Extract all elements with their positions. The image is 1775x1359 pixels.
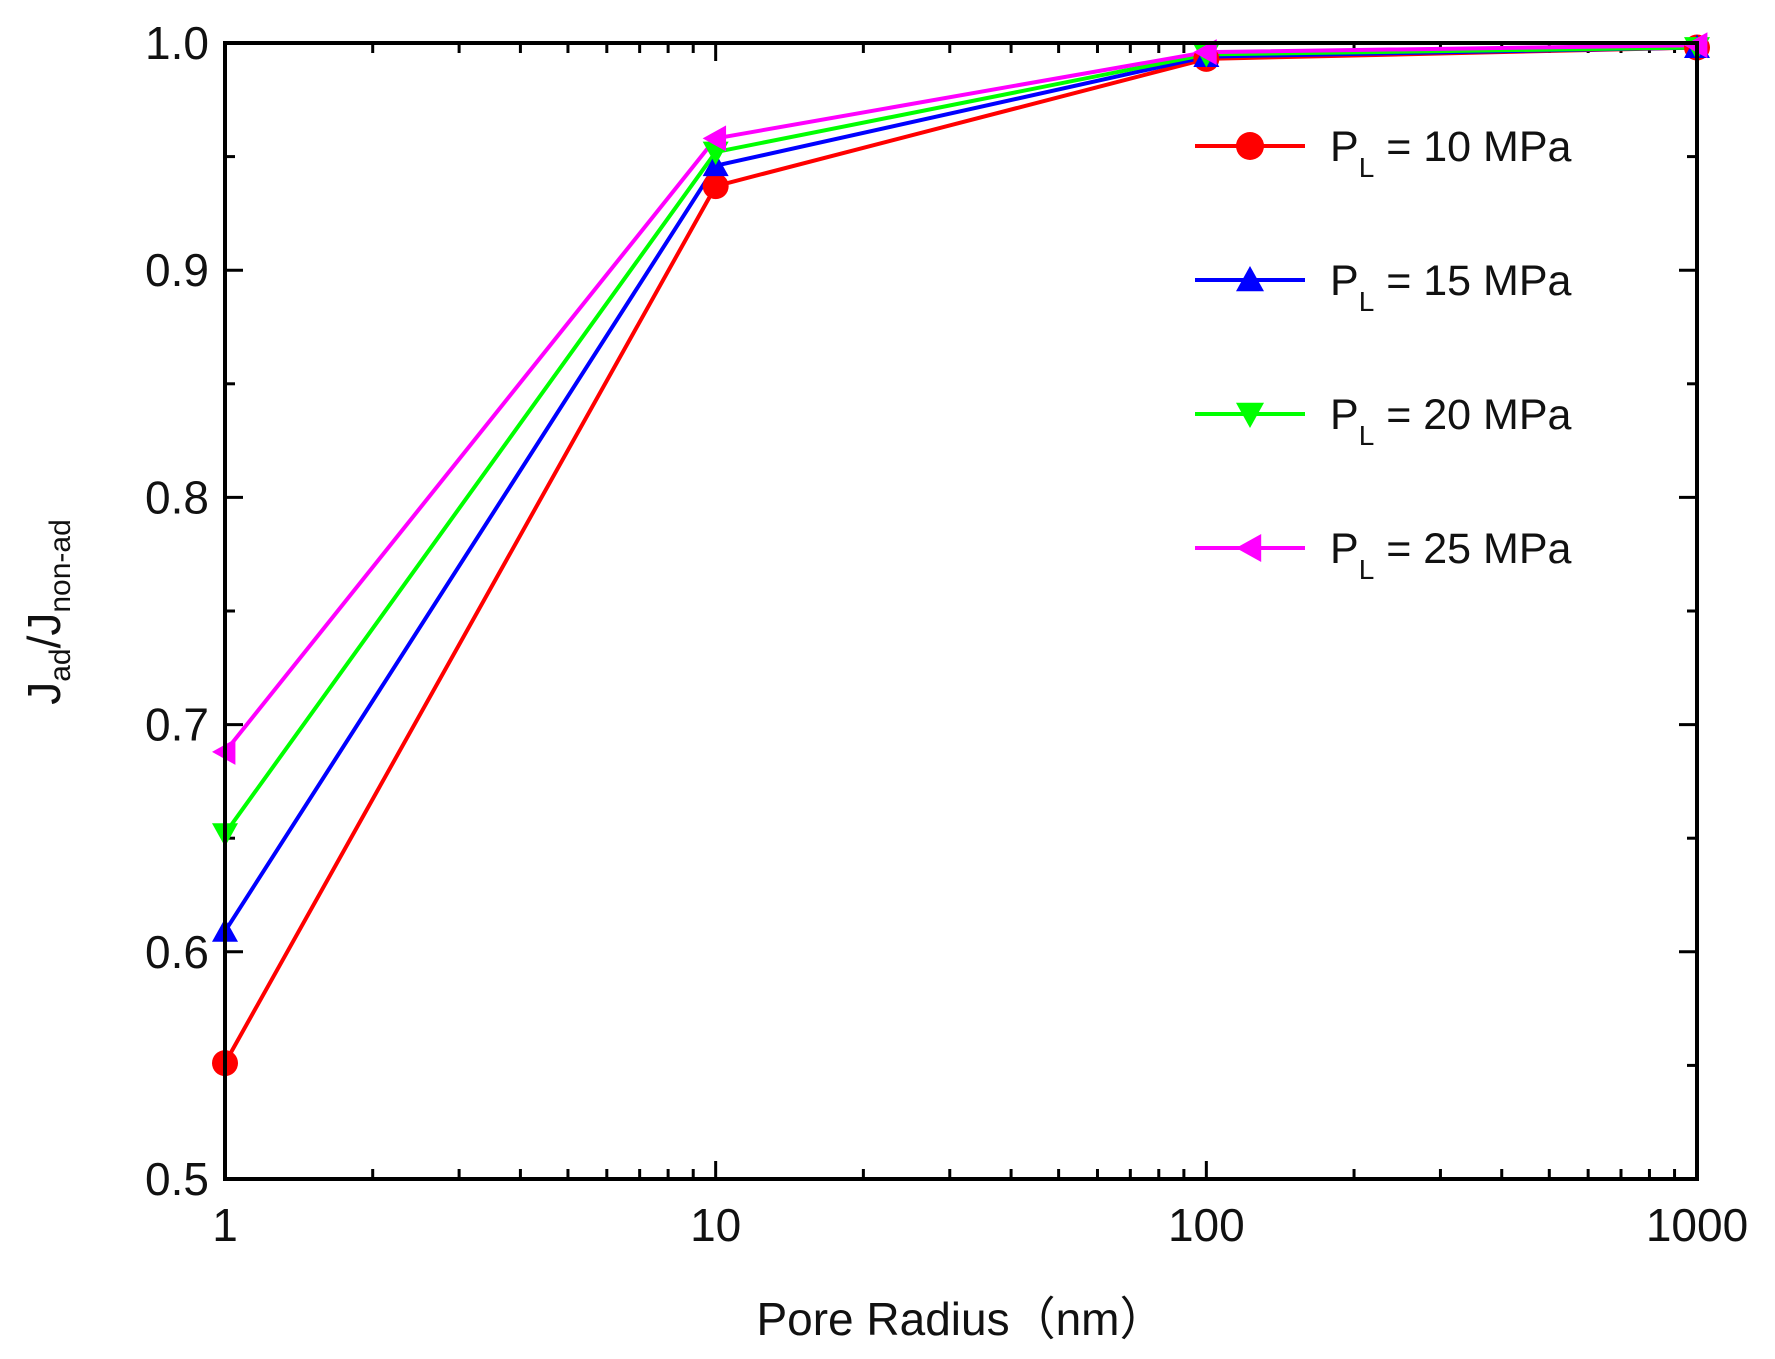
legend-label-rest: = 25 MPa — [1374, 525, 1571, 573]
legend-label-sub: L — [1359, 554, 1375, 585]
y-axis-title: Jad/Jnon-ad — [18, 519, 77, 705]
x-tick-label: 1 — [212, 1199, 238, 1251]
series-line-3 — [223, 45, 1698, 835]
data-point — [702, 125, 727, 152]
legend-label-1: PL = 10 MPa — [1330, 123, 1572, 183]
data-point — [1193, 39, 1217, 66]
data-point — [702, 173, 729, 200]
legend-label-main: P — [1330, 391, 1359, 439]
y-tick-label: 0.9 — [145, 244, 209, 296]
y-axis-title-slash: /J — [18, 613, 70, 649]
legend-marker-2 — [1236, 266, 1264, 292]
y-tick-label: 1.0 — [145, 17, 209, 69]
legend-label-main: P — [1330, 257, 1359, 305]
legend-label-main: P — [1330, 525, 1359, 573]
plot-frame — [223, 41, 1699, 1181]
legend-label-rest: = 15 MPa — [1374, 257, 1571, 305]
legend-label-3: PL = 20 MPa — [1330, 391, 1572, 451]
x-axis-title: Pore Radius（nm） — [756, 1293, 1165, 1345]
legend-label-sub: L — [1359, 420, 1375, 451]
legend-marker-3 — [1236, 402, 1264, 428]
x-tick-label: 100 — [1168, 1199, 1245, 1251]
legend-label-sub: L — [1359, 286, 1375, 317]
legend-marker-1 — [1236, 132, 1264, 160]
minor-ticks — [225, 43, 1697, 1179]
legend-label-rest: = 20 MPa — [1374, 391, 1571, 439]
legend-label-2: PL = 15 MPa — [1330, 257, 1572, 317]
y-tick-label: 0.8 — [145, 471, 209, 523]
major-ticks — [223, 41, 1699, 1181]
y-tick-label: 0.7 — [145, 699, 209, 751]
legend-label-4: PL = 25 MPa — [1330, 525, 1572, 585]
y-tick-label: 0.6 — [145, 926, 209, 978]
series-line-2 — [223, 45, 1698, 933]
legend-label-rest: = 10 MPa — [1374, 123, 1571, 171]
x-tick-labels: 1 10 100 1000 — [212, 1199, 1748, 1251]
legend-marker-4 — [1236, 534, 1262, 562]
legend-label-sub: L — [1359, 152, 1375, 183]
x-tick-label: 1000 — [1646, 1199, 1748, 1251]
y-axis-title-main: J — [18, 682, 70, 705]
y-axis-title-sub1: ad — [44, 648, 77, 681]
y-tick-labels: 0.5 0.6 0.7 0.8 0.9 1.0 — [145, 17, 209, 1205]
series-lines — [223, 43, 1698, 1065]
y-tick-label: 0.5 — [145, 1153, 209, 1205]
legend-label-main: P — [1330, 123, 1359, 171]
x-tick-label: 10 — [690, 1199, 741, 1251]
y-axis-title-sub2: non-ad — [44, 519, 77, 612]
series-line-4 — [223, 43, 1698, 754]
